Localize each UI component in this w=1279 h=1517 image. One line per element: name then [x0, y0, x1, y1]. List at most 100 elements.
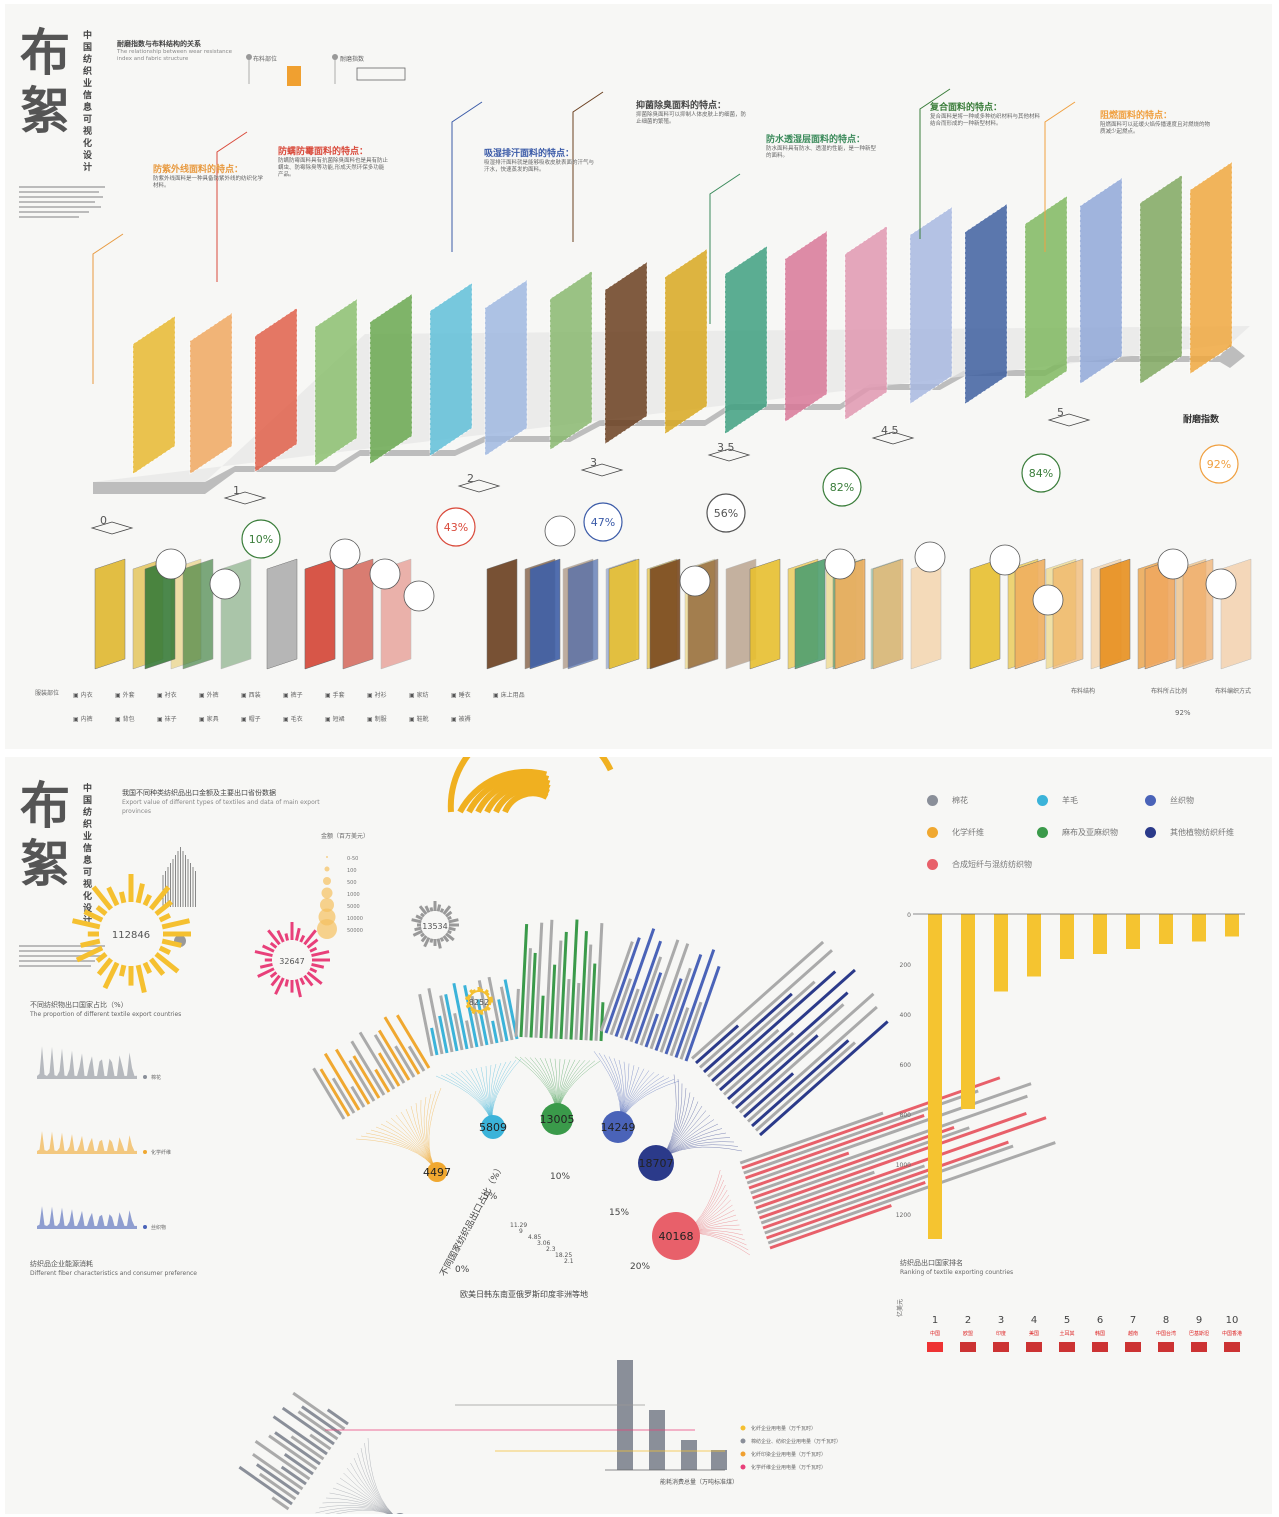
fabric-panel: [1140, 175, 1182, 384]
sunburst-ray: [118, 891, 127, 904]
consumer-legend-label: 棉纺企业、纺织企业用电量（万千瓦时）: [751, 1438, 841, 1445]
fabric-swatch: [872, 558, 904, 670]
arc-value: 2.3: [546, 1246, 556, 1253]
wear-icon: [1047, 413, 1091, 427]
export-bar: [274, 1431, 321, 1466]
fan-line: [335, 1510, 389, 1514]
percent-label: 47%: [591, 516, 615, 529]
area-chart: [37, 1131, 137, 1154]
logo: 布絮: [20, 776, 70, 893]
rank-bar: [994, 914, 1008, 992]
scale-label: 1000: [347, 892, 360, 898]
clothing-label: 帽子: [248, 716, 261, 723]
callout-line: [1044, 101, 1076, 252]
sunburst-ray: [446, 915, 452, 921]
value-label: 40168: [659, 1230, 694, 1243]
weave-circle: [824, 548, 856, 580]
fabric-panel: [1080, 178, 1122, 384]
fabric-swatch: [266, 558, 298, 670]
percent-label: 82%: [830, 481, 854, 494]
clothing-icon: ▣: [325, 692, 333, 699]
legend-swatch: [1037, 795, 1048, 806]
export-bar: [350, 1085, 366, 1108]
scale-title: 金额（百万美元）: [321, 833, 370, 840]
clothing-icon: ▣: [409, 716, 417, 723]
sunburst-ray: [91, 885, 114, 911]
export-bar: [491, 1020, 499, 1044]
country-label: 欧盟: [963, 1330, 973, 1337]
sunburst-ray: [306, 938, 319, 949]
flag-icon: [1092, 1342, 1108, 1352]
feature-description: 防水面料具有防水、透湿的性能，是一种新型的面料。: [766, 146, 877, 159]
sunburst-ray: [472, 989, 477, 994]
sunburst-ray: [481, 990, 486, 994]
export-bar: [463, 985, 479, 1048]
export-bar: [549, 964, 557, 1039]
left-chart-title: 不同纺织物出口国家占比（%） The proportion of differe…: [30, 1001, 182, 1018]
rank-y-tick: 1200: [896, 1212, 911, 1219]
clothing-icon: ▣: [115, 692, 123, 699]
export-bar: [497, 999, 509, 1042]
legend-fabric: 布料部位: [253, 56, 278, 63]
percent-circle: [706, 493, 746, 533]
sunburst-ray: [485, 1005, 491, 1011]
country-label: 越南: [1128, 1330, 1138, 1337]
sunburst-ray: [467, 994, 472, 999]
country-label: 土耳其: [1059, 1330, 1074, 1337]
sunburst-ray: [276, 929, 285, 943]
export-bar: [731, 1003, 845, 1105]
sunburst-ray: [487, 996, 493, 1001]
clothing-item: ▣ 毛衣: [283, 714, 303, 723]
sunburst-ray: [158, 945, 172, 955]
export-bar: [743, 1072, 795, 1119]
sunburst-ray: [469, 992, 473, 997]
area-chart: [37, 1206, 137, 1229]
export-bar: [352, 1055, 381, 1099]
clothing-item: ▣ 西装: [241, 690, 261, 699]
export-bar: [326, 1408, 349, 1426]
consumer-legend-label: 化纤印染企业用电量（万千瓦时）: [751, 1451, 826, 1458]
clothing-icon: ▣: [325, 716, 333, 723]
scale-label: 500: [347, 880, 357, 886]
feature-title: 防水透湿层面料的特点：: [766, 135, 866, 145]
fabric-swatch: [1052, 558, 1084, 670]
sunburst-ray: [75, 945, 104, 963]
wear-tick-label: 1: [233, 484, 240, 497]
fan-line: [346, 1467, 393, 1514]
flag-icon: [960, 1342, 976, 1352]
export-bar: [751, 1039, 850, 1128]
arc-value: 9: [519, 1228, 523, 1235]
rank-number: 6: [1097, 1315, 1103, 1326]
export-bar: [741, 1076, 1001, 1170]
export-bar: [418, 993, 434, 1057]
flag-icon: [1125, 1342, 1141, 1352]
export-bar: [707, 980, 816, 1078]
export-bar: [238, 1465, 293, 1506]
arc-tick: 15%: [609, 1208, 629, 1218]
sunburst-ray: [135, 883, 145, 904]
rank-bar: [1126, 914, 1140, 949]
export-bar: [487, 976, 504, 1043]
clothing-label: 袜子: [164, 716, 177, 723]
fan-line: [324, 1508, 390, 1514]
fabric-swatch: [1182, 558, 1214, 670]
sunburst-ray: [311, 962, 325, 969]
clothing-item: ▣ 睡衣: [451, 690, 471, 699]
fabric-panel: [725, 246, 767, 434]
fabric-swatch: [342, 558, 374, 670]
feature-description: 抑菌除臭面料可以抑制人体皮肤上的细菌，防止细菌的繁殖。: [636, 112, 747, 125]
clothing-label: 内裤: [80, 716, 93, 723]
weave-circle: [1157, 548, 1189, 580]
clothing-label: 衬衫: [374, 692, 387, 699]
value-label: 4497: [423, 1166, 451, 1179]
legend-swatch: [1037, 827, 1048, 838]
logo: 布絮: [20, 23, 70, 140]
arc-bar: [502, 790, 549, 814]
sunburst-ray: [483, 1007, 488, 1012]
export-bar: [574, 982, 581, 1040]
intro-lines: [19, 186, 105, 218]
sunburst-ray: [485, 992, 490, 997]
clothing-icon: ▣: [73, 716, 81, 723]
fabric-panel: [370, 294, 412, 464]
export-bar: [499, 986, 514, 1041]
